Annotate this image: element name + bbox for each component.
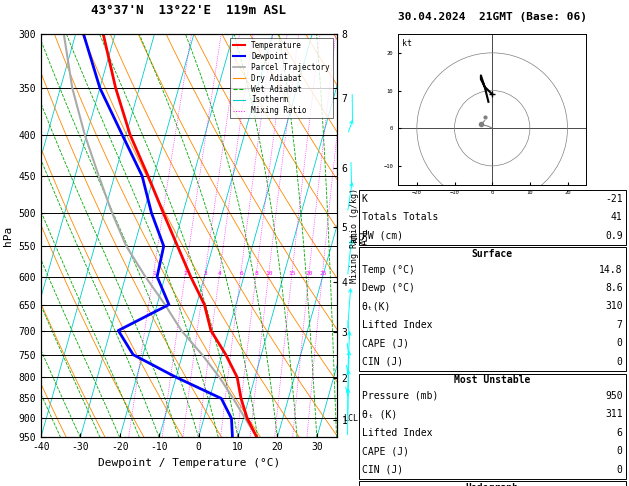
Text: Hodograph: Hodograph	[465, 483, 519, 486]
Text: 0: 0	[617, 357, 623, 367]
Text: 14.8: 14.8	[599, 264, 623, 275]
Text: 3: 3	[204, 271, 208, 276]
Text: 15: 15	[289, 271, 296, 276]
Text: LCL: LCL	[343, 414, 359, 423]
Text: 0: 0	[617, 446, 623, 456]
Text: θₜ (K): θₜ (K)	[362, 409, 397, 419]
Text: Surface: Surface	[472, 249, 513, 259]
Text: 25: 25	[319, 271, 326, 276]
Text: Dewp (°C): Dewp (°C)	[362, 283, 415, 293]
Text: 8.6: 8.6	[605, 283, 623, 293]
Text: 20: 20	[306, 271, 313, 276]
Legend: Temperature, Dewpoint, Parcel Trajectory, Dry Adiabat, Wet Adiabat, Isotherm, Mi: Temperature, Dewpoint, Parcel Trajectory…	[230, 38, 333, 119]
Text: 8: 8	[255, 271, 259, 276]
Text: 43°37'N  13°22'E  119m ASL: 43°37'N 13°22'E 119m ASL	[91, 4, 286, 17]
Text: Pressure (mb): Pressure (mb)	[362, 391, 438, 400]
Text: 310: 310	[605, 301, 623, 312]
Text: 1: 1	[152, 271, 156, 276]
Text: Lifted Index: Lifted Index	[362, 428, 432, 437]
Text: 950: 950	[605, 391, 623, 400]
X-axis label: Dewpoint / Temperature (°C): Dewpoint / Temperature (°C)	[97, 458, 280, 468]
Text: CIN (J): CIN (J)	[362, 357, 403, 367]
Text: 6: 6	[239, 271, 243, 276]
Text: 30.04.2024  21GMT (Base: 06): 30.04.2024 21GMT (Base: 06)	[398, 12, 587, 22]
Text: 0: 0	[617, 338, 623, 348]
Text: 10: 10	[265, 271, 273, 276]
Text: -21: -21	[605, 194, 623, 204]
Text: 0: 0	[617, 465, 623, 474]
Text: 4: 4	[218, 271, 222, 276]
Text: CAPE (J): CAPE (J)	[362, 338, 409, 348]
Text: 41: 41	[611, 212, 623, 222]
Text: K: K	[362, 194, 367, 204]
Text: θₜ(K): θₜ(K)	[362, 301, 391, 312]
Text: Most Unstable: Most Unstable	[454, 375, 530, 385]
Text: 311: 311	[605, 409, 623, 419]
Text: 6: 6	[617, 428, 623, 437]
Text: PW (cm): PW (cm)	[362, 231, 403, 241]
Text: Lifted Index: Lifted Index	[362, 320, 432, 330]
Text: Temp (°C): Temp (°C)	[362, 264, 415, 275]
Y-axis label: hPa: hPa	[3, 226, 13, 246]
Text: 7: 7	[617, 320, 623, 330]
Text: CIN (J): CIN (J)	[362, 465, 403, 474]
Text: 0.9: 0.9	[605, 231, 623, 241]
Text: Totals Totals: Totals Totals	[362, 212, 438, 222]
Text: 2: 2	[184, 271, 187, 276]
Text: kt: kt	[402, 38, 412, 48]
Text: Mixing Ratio (g/kg): Mixing Ratio (g/kg)	[350, 188, 359, 283]
Text: CAPE (J): CAPE (J)	[362, 446, 409, 456]
Y-axis label: km
ASL: km ASL	[348, 227, 370, 244]
